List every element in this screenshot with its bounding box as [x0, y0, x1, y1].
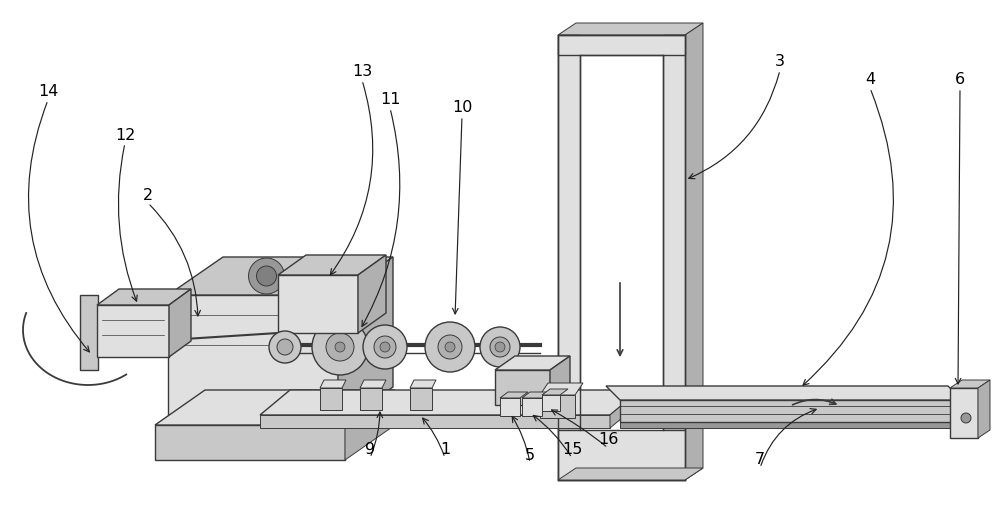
Polygon shape: [155, 390, 395, 425]
Polygon shape: [522, 392, 550, 398]
Circle shape: [248, 258, 285, 294]
Circle shape: [374, 336, 396, 358]
Polygon shape: [97, 289, 191, 305]
Polygon shape: [410, 380, 436, 388]
Polygon shape: [558, 23, 703, 35]
Text: 13: 13: [352, 65, 372, 80]
Circle shape: [363, 325, 407, 369]
Polygon shape: [338, 257, 393, 425]
Circle shape: [495, 342, 505, 352]
Polygon shape: [97, 305, 169, 357]
Polygon shape: [320, 388, 342, 410]
Polygon shape: [620, 400, 962, 422]
Polygon shape: [260, 390, 640, 415]
Polygon shape: [500, 392, 528, 398]
Polygon shape: [410, 388, 432, 410]
Polygon shape: [278, 275, 358, 333]
Polygon shape: [540, 395, 575, 418]
Polygon shape: [168, 257, 393, 295]
Text: 1: 1: [440, 443, 450, 458]
Polygon shape: [580, 55, 663, 430]
Polygon shape: [522, 398, 542, 416]
Text: 5: 5: [525, 448, 535, 463]
Text: 15: 15: [562, 443, 582, 458]
Polygon shape: [155, 425, 345, 460]
Polygon shape: [978, 380, 990, 438]
Polygon shape: [358, 255, 386, 333]
Polygon shape: [558, 468, 703, 480]
Text: 2: 2: [143, 188, 153, 203]
Polygon shape: [320, 380, 346, 388]
Polygon shape: [360, 388, 382, 410]
Circle shape: [312, 319, 368, 375]
Circle shape: [961, 413, 971, 423]
Circle shape: [445, 342, 455, 352]
Polygon shape: [558, 35, 685, 55]
Text: 6: 6: [955, 72, 965, 87]
Text: 12: 12: [115, 128, 135, 143]
Polygon shape: [542, 395, 560, 411]
Polygon shape: [260, 415, 610, 428]
Circle shape: [269, 331, 301, 363]
Polygon shape: [610, 390, 640, 428]
Polygon shape: [685, 23, 703, 480]
Circle shape: [438, 335, 462, 359]
Circle shape: [326, 333, 354, 361]
Text: 11: 11: [380, 93, 400, 108]
Text: 3: 3: [775, 54, 785, 69]
Polygon shape: [169, 289, 191, 357]
Circle shape: [277, 339, 293, 355]
Polygon shape: [950, 388, 978, 438]
Text: 4: 4: [865, 72, 875, 87]
Polygon shape: [495, 356, 570, 370]
Polygon shape: [558, 430, 685, 480]
Polygon shape: [495, 370, 550, 405]
Circle shape: [256, 266, 276, 286]
Circle shape: [490, 337, 510, 357]
Polygon shape: [278, 255, 386, 275]
Polygon shape: [500, 398, 520, 416]
Text: 7: 7: [755, 452, 765, 467]
Circle shape: [380, 342, 390, 352]
Polygon shape: [540, 383, 583, 395]
Polygon shape: [663, 35, 685, 430]
Polygon shape: [168, 295, 338, 425]
Polygon shape: [620, 422, 962, 428]
Text: 10: 10: [452, 100, 472, 115]
Polygon shape: [542, 389, 568, 395]
Polygon shape: [345, 390, 395, 460]
Polygon shape: [80, 295, 98, 370]
Polygon shape: [950, 380, 990, 388]
Polygon shape: [606, 386, 962, 400]
Polygon shape: [550, 356, 570, 405]
Text: 14: 14: [38, 84, 58, 99]
Circle shape: [425, 322, 475, 372]
Circle shape: [480, 327, 520, 367]
Text: 9: 9: [365, 443, 375, 458]
Polygon shape: [558, 35, 685, 480]
Polygon shape: [360, 380, 386, 388]
Circle shape: [335, 342, 345, 352]
Text: 16: 16: [598, 433, 618, 448]
Polygon shape: [558, 35, 580, 430]
